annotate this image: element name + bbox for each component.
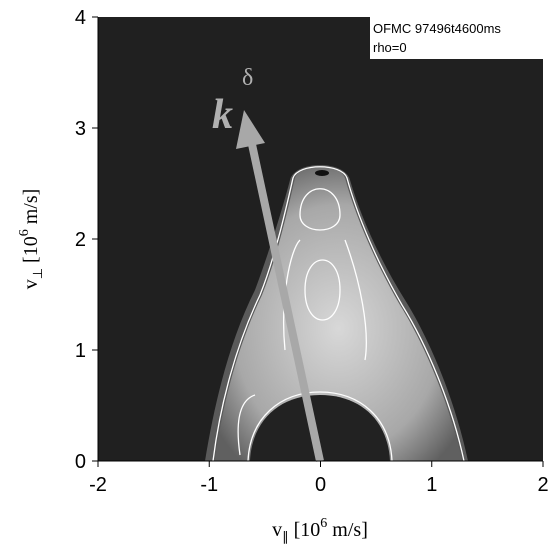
label-part: v bbox=[272, 519, 282, 541]
annotation: rho=0 bbox=[373, 40, 407, 55]
x-tick-label: -1 bbox=[200, 474, 218, 496]
x-tick-label: 2 bbox=[537, 474, 548, 496]
label-part: [10 bbox=[289, 519, 321, 541]
x-tick-label: 1 bbox=[426, 474, 437, 496]
label-part: m/s] bbox=[327, 519, 368, 541]
y-tick-label: 2 bbox=[75, 229, 86, 251]
arrow bbox=[236, 110, 324, 462]
arrow-superscript: δ bbox=[242, 65, 253, 91]
x-axis-label: v∥ [106 m/s] bbox=[272, 516, 368, 544]
y-axis-label: v⊥ [106 m/s] bbox=[17, 189, 45, 290]
y-tick-label: 3 bbox=[75, 118, 86, 140]
annotation: OFMC 97496t4600ms bbox=[373, 21, 501, 36]
label-part: [10 bbox=[20, 236, 42, 268]
x-tick-label: 0 bbox=[315, 474, 326, 496]
label-part: v bbox=[20, 279, 42, 289]
y-tick-label: 0 bbox=[75, 451, 86, 473]
y-tick-label: 1 bbox=[75, 340, 86, 362]
label-part: 6 bbox=[320, 516, 327, 531]
heatmap bbox=[98, 17, 543, 462]
y-tick-label: 4 bbox=[75, 7, 86, 29]
x-tick-label: -2 bbox=[89, 474, 107, 496]
label-part: ∥ bbox=[282, 529, 289, 544]
label-part: 6 bbox=[17, 229, 32, 236]
label-part: m/s] bbox=[20, 189, 42, 230]
label-part: ⊥ bbox=[30, 268, 45, 279]
annotation-box bbox=[370, 17, 543, 59]
arrow-label: k bbox=[212, 92, 233, 138]
